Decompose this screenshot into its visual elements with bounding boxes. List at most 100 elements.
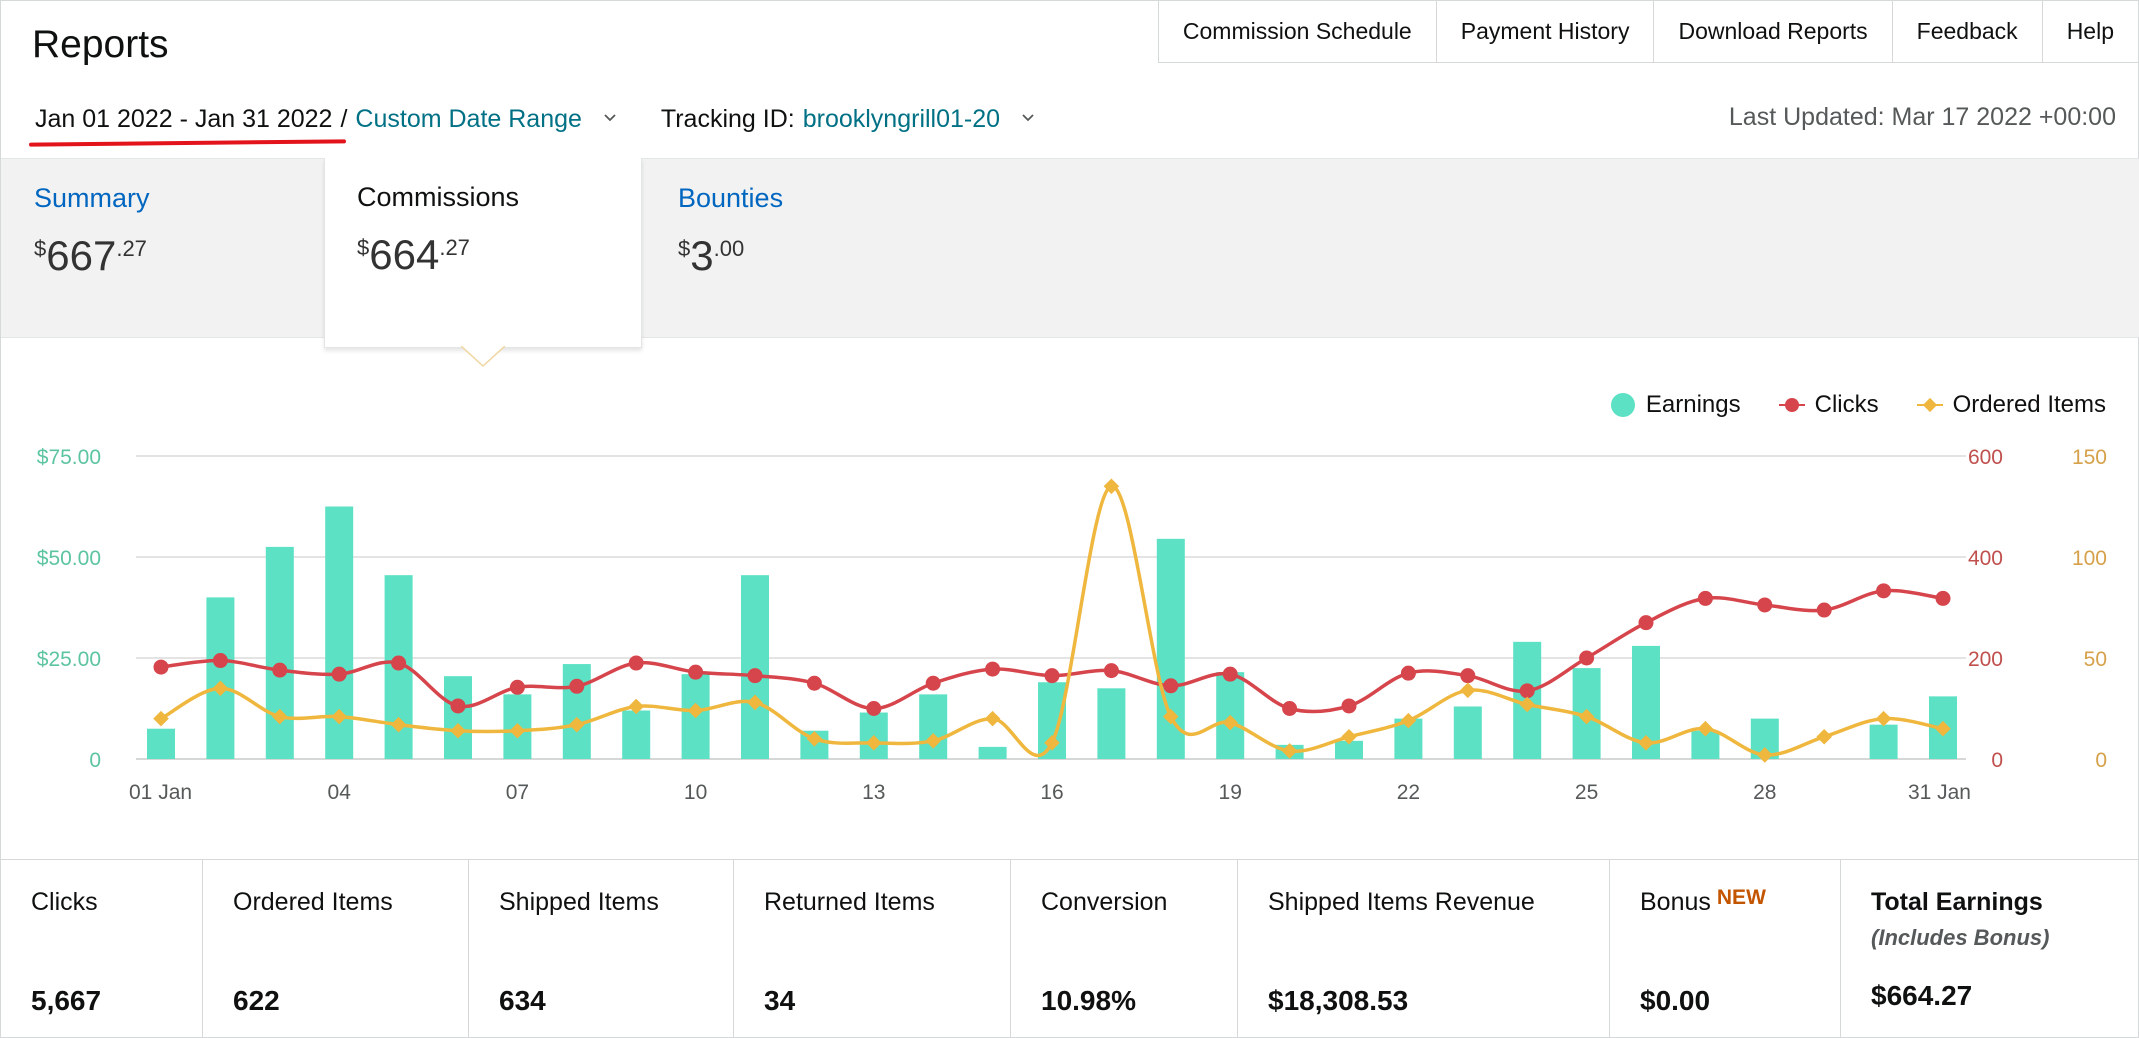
payment-history-link[interactable]: Payment History [1437, 1, 1655, 62]
amount-cents: .27 [439, 235, 470, 260]
clicks-point [153, 659, 169, 675]
clicks-point [1103, 663, 1119, 679]
stat-label: Ordered Items [233, 888, 393, 916]
clicks-point [1935, 590, 1951, 606]
download-reports-link[interactable]: Download Reports [1654, 1, 1893, 62]
ordered-items-point [1103, 478, 1120, 495]
y-axis-clicks-tick: 400 [1968, 547, 2003, 570]
feedback-link[interactable]: Feedback [1893, 1, 2043, 62]
date-range-dropdown[interactable]: Custom Date Range [355, 105, 616, 134]
stat-label: Conversion [1041, 888, 1168, 916]
page-title: Reports [32, 23, 169, 66]
ordered-items-point [390, 716, 407, 733]
clicks-point [806, 675, 822, 691]
legend-ordered-items-label: Ordered Items [1952, 391, 2106, 418]
earnings-chart: Earnings Clicks Ordered Items 0 0 0 $25.00 2… [1, 361, 2139, 856]
clicks-point [688, 664, 704, 680]
legend-clicks[interactable]: Clicks [1778, 391, 1879, 419]
legend-earnings-swatch [1610, 393, 1635, 417]
ordered-items-point [153, 710, 169, 727]
clicks-point [1697, 590, 1713, 606]
y-axis-left-tick: $25.00 [37, 648, 101, 671]
legend-earnings[interactable]: Earnings [1610, 391, 1741, 419]
legend-ordered-items[interactable]: Ordered Items [1916, 391, 2106, 419]
stat-value: $0.00 [1640, 985, 1711, 1016]
ordered-items-point [866, 735, 882, 751]
earnings-bar [978, 746, 1007, 759]
currency-symbol: $ [357, 235, 370, 260]
clicks-point [509, 679, 525, 695]
chevron-down-icon [604, 113, 616, 121]
stat-value: 622 [233, 985, 280, 1016]
x-axis-tick: 07 [506, 781, 529, 804]
stat-value: 10.98% [1041, 985, 1136, 1016]
tracking-id-label: Tracking ID: [660, 104, 795, 133]
ordered-items-point [1163, 708, 1179, 725]
amount-cents: .00 [713, 236, 745, 261]
stat-total-earnings: Total Earnings (Includes Bonus) $664.27 [1841, 860, 2139, 1038]
clicks-point [212, 653, 228, 669]
clicks-point [1460, 668, 1476, 684]
tracking-id-value: brooklyngrill01-20 [802, 104, 1001, 133]
ordered-items-point [1222, 714, 1238, 731]
earnings-bar [741, 575, 769, 759]
earnings-bar [1453, 706, 1482, 759]
ordered-items-point [628, 698, 644, 715]
clicks-point [1222, 666, 1238, 682]
earnings-bar [1869, 724, 1898, 759]
earnings-bar [1156, 538, 1185, 759]
ordered-items-point [272, 708, 288, 725]
tab-summary[interactable]: Summary $667.27 [34, 159, 314, 339]
clicks-point [747, 668, 763, 684]
stat-value: 5,667 [31, 985, 102, 1016]
red-underline-annotation [28, 138, 347, 147]
y-axis-items-tick: 150 [2072, 446, 2107, 469]
x-axis-tick: 19 [1219, 781, 1242, 804]
date-range-text: Jan 01 2022 - Jan 31 2022 [35, 104, 333, 133]
commission-schedule-link[interactable]: Commission Schedule [1159, 1, 1437, 62]
ordered-items-point [1400, 712, 1417, 729]
tab-commissions-amount: $664.27 [357, 231, 641, 279]
report-tabs: Summary $667.27 Bounties $3.00 [1, 158, 2139, 338]
clicks-point [1519, 683, 1535, 699]
last-updated: Last Updated: Mar 17 2022 +00:00 [1728, 103, 2116, 131]
stat-conversion: Conversion 10.98% [1011, 860, 1238, 1038]
stat-shipped-items-revenue: Shipped Items Revenue $18,308.53 [1238, 860, 1610, 1038]
help-link[interactable]: Help [2066, 18, 2114, 44]
tab-bounties-amount: $3.00 [678, 232, 958, 280]
legend-clicks-label: Clicks [1814, 391, 1879, 418]
ordered-items-point [1519, 696, 1535, 713]
x-axis-tick: 31 Jan [1908, 781, 1971, 804]
x-axis-tick: 16 [1040, 781, 1063, 804]
clicks-point [925, 675, 941, 691]
x-axis-tick: 01 Jan [129, 781, 192, 804]
ordered-items-point [1638, 735, 1654, 751]
currency-symbol: $ [678, 236, 691, 261]
clicks-point [1816, 602, 1832, 618]
clicks-point [866, 701, 882, 716]
clicks-point [272, 662, 288, 678]
date-range: Jan 01 2022 - Jan 31 2022 [28, 104, 347, 147]
x-axis-tick: 25 [1575, 781, 1598, 804]
tracking-id-dropdown[interactable]: brooklyngrill01-20 [803, 105, 1035, 134]
stat-shipped-items: Shipped Items 634 [469, 860, 734, 1038]
clicks-point [331, 666, 347, 682]
clicks-point [1638, 615, 1654, 631]
new-badge: NEW [1716, 886, 1766, 909]
chevron-down-icon [1022, 113, 1034, 121]
clicks-point [1757, 597, 1773, 613]
stat-label: Bonus NEW [1640, 886, 1840, 917]
tab-commissions[interactable]: Commissions $664.27 [324, 158, 642, 348]
clicks-point [569, 678, 585, 694]
y-axis-clicks-tick: 0 [1991, 749, 2003, 772]
tab-bounties[interactable]: Bounties $3.00 [678, 159, 958, 339]
x-axis-tick: 28 [1753, 781, 1776, 804]
stat-label: Clicks [31, 888, 98, 916]
stat-sublabel: (Includes Bonus) [1871, 925, 2050, 950]
legend-clicks-swatch [1778, 398, 1805, 412]
clicks-point [628, 655, 644, 671]
clicks-point [1282, 701, 1298, 716]
stat-ordered-items: Ordered Items 622 [203, 860, 469, 1038]
y-axis-clicks-tick: 200 [1968, 648, 2003, 671]
